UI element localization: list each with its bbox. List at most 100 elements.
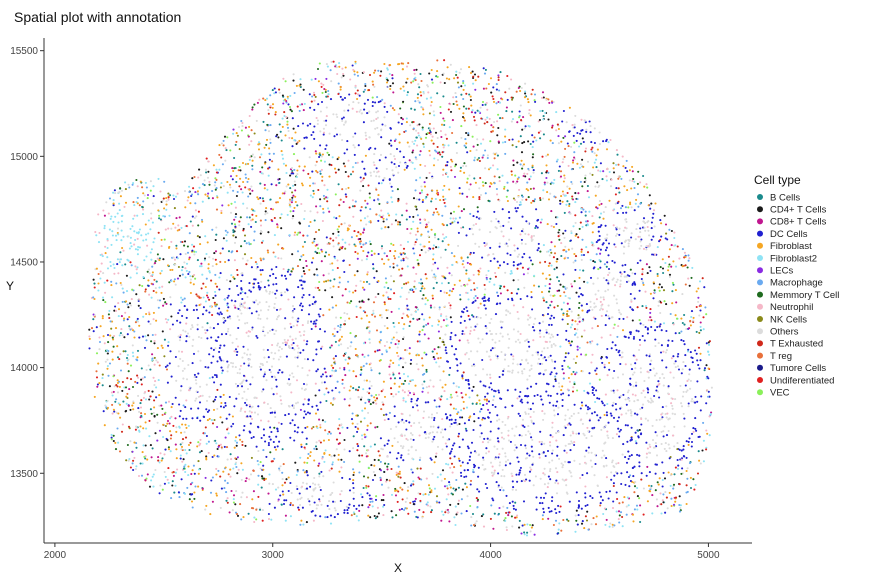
cell-point xyxy=(217,445,220,448)
cell-point xyxy=(608,490,611,493)
cell-point xyxy=(656,274,659,278)
cell-point xyxy=(624,398,627,401)
cell-point xyxy=(634,367,637,370)
cell-point xyxy=(98,382,101,385)
cell-point xyxy=(303,471,306,474)
cell-point xyxy=(354,334,358,337)
cell-point xyxy=(325,236,328,239)
cell-point xyxy=(436,211,439,214)
cell-point xyxy=(317,286,320,289)
cell-point xyxy=(559,505,562,508)
cell-point xyxy=(238,185,241,188)
cell-point xyxy=(499,397,502,400)
cell-point xyxy=(248,478,251,481)
cell-point xyxy=(167,341,170,344)
cell-point xyxy=(532,140,535,143)
cell-point xyxy=(146,458,149,461)
cell-point xyxy=(599,495,603,498)
cell-point xyxy=(259,286,262,289)
cell-point xyxy=(489,77,493,80)
cell-point xyxy=(473,288,476,291)
cell-point xyxy=(286,95,289,98)
cell-point xyxy=(138,228,141,231)
cell-point xyxy=(520,532,523,535)
cell-point xyxy=(501,117,504,120)
cell-point xyxy=(564,444,567,447)
cell-point xyxy=(268,482,271,485)
cell-point xyxy=(238,318,241,322)
cell-point xyxy=(234,213,238,216)
cell-point xyxy=(237,326,240,330)
cell-point xyxy=(568,500,571,503)
cell-point xyxy=(338,470,341,473)
cell-point xyxy=(338,204,341,207)
cell-point xyxy=(379,476,382,479)
cell-point xyxy=(191,469,194,472)
cell-point xyxy=(500,486,503,489)
cell-point xyxy=(563,236,566,239)
cell-point xyxy=(199,359,202,362)
cell-point xyxy=(365,138,368,141)
cell-point xyxy=(433,236,437,239)
cell-point xyxy=(250,417,254,421)
cell-point xyxy=(92,330,95,333)
cell-point xyxy=(298,503,302,507)
cell-point xyxy=(611,459,614,462)
cell-point xyxy=(390,242,393,245)
cell-point xyxy=(348,503,351,506)
cell-point xyxy=(512,355,515,358)
cell-point xyxy=(331,269,334,272)
cell-point xyxy=(389,265,392,268)
cell-point xyxy=(656,390,659,393)
cell-point xyxy=(264,129,267,132)
cell-point xyxy=(614,402,617,406)
cell-point xyxy=(581,185,584,188)
cell-point xyxy=(379,437,382,440)
cell-point xyxy=(593,393,596,397)
cell-point xyxy=(332,481,335,484)
cell-point xyxy=(333,516,336,519)
cell-point xyxy=(468,188,471,191)
cell-point xyxy=(489,259,492,263)
cell-point xyxy=(639,231,642,234)
cell-point xyxy=(545,340,548,344)
cell-point xyxy=(329,522,333,525)
cell-point xyxy=(338,65,341,68)
cell-point xyxy=(229,317,232,320)
cell-point xyxy=(208,256,211,259)
cell-point xyxy=(247,195,250,198)
cell-point xyxy=(371,505,374,508)
cell-point xyxy=(276,344,279,347)
cell-point xyxy=(646,328,649,331)
cell-point xyxy=(633,180,636,183)
cell-point xyxy=(316,368,319,371)
cell-point xyxy=(430,458,433,461)
cell-point xyxy=(558,289,561,292)
cell-point xyxy=(527,101,530,104)
cell-point xyxy=(384,124,387,127)
cell-point xyxy=(398,133,401,136)
cell-point xyxy=(557,382,560,385)
cell-point xyxy=(413,252,416,255)
cell-point xyxy=(484,395,487,398)
cell-point xyxy=(696,380,699,383)
cell-point xyxy=(516,177,519,181)
cell-point xyxy=(664,223,668,226)
cell-point xyxy=(211,228,214,231)
cell-point xyxy=(423,351,426,354)
cell-point xyxy=(236,273,239,276)
cell-point xyxy=(375,188,378,191)
cell-point xyxy=(101,255,104,258)
cell-point xyxy=(308,268,311,271)
cell-point xyxy=(286,339,290,342)
cell-point xyxy=(128,316,131,319)
cell-point xyxy=(88,335,91,338)
cell-point xyxy=(330,60,333,63)
cell-point xyxy=(464,138,467,141)
cell-point xyxy=(499,292,502,295)
cell-point xyxy=(117,302,120,305)
cell-point xyxy=(376,425,379,428)
cell-point xyxy=(532,323,535,326)
cell-point xyxy=(320,375,323,378)
cell-point xyxy=(344,288,347,291)
